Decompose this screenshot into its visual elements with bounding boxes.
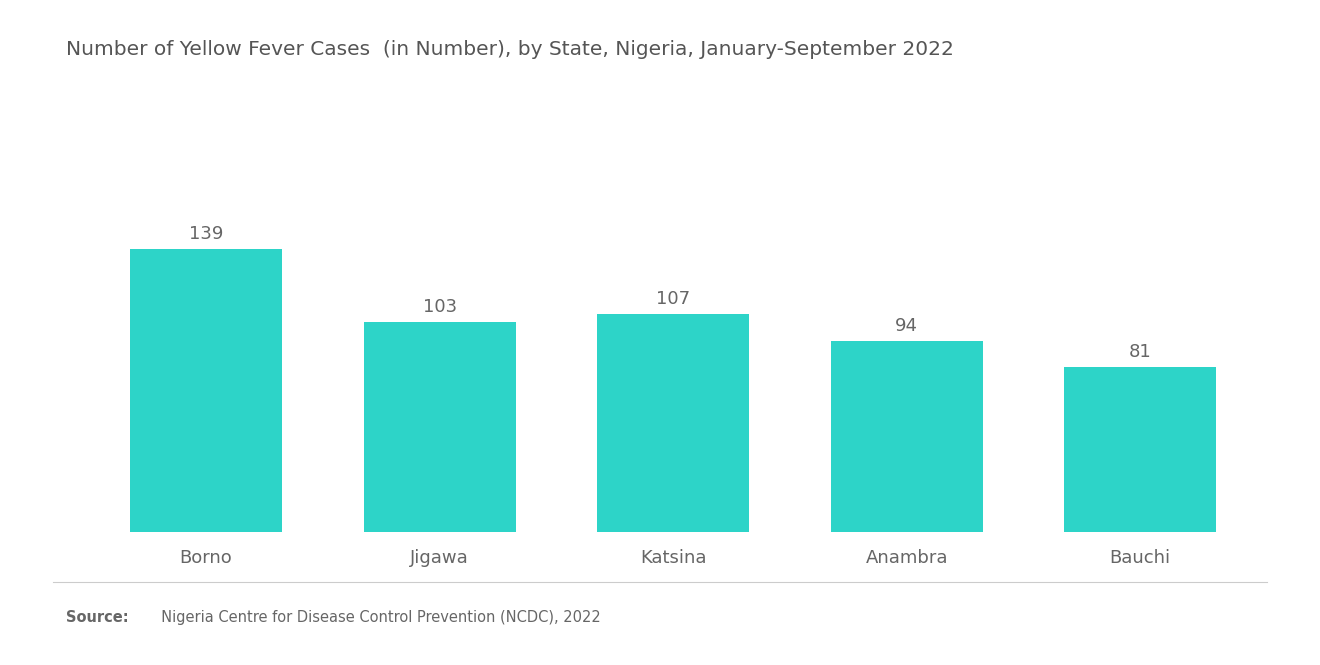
Bar [1064, 367, 1216, 532]
Text: 107: 107 [656, 290, 690, 309]
Text: Source:: Source: [66, 610, 128, 624]
Text: 94: 94 [895, 317, 919, 334]
Bar [364, 323, 516, 532]
Bar [131, 249, 282, 532]
Text: 103: 103 [422, 299, 457, 317]
Text: Number of Yellow Fever Cases  (in Number), by State, Nigeria, January-September : Number of Yellow Fever Cases (in Number)… [66, 40, 954, 59]
Bar [830, 340, 982, 532]
Bar [598, 315, 750, 532]
Text: Nigeria Centre for Disease Control Prevention (NCDC), 2022: Nigeria Centre for Disease Control Preve… [152, 610, 601, 624]
Text: 139: 139 [189, 225, 223, 243]
Text: 81: 81 [1129, 343, 1151, 361]
